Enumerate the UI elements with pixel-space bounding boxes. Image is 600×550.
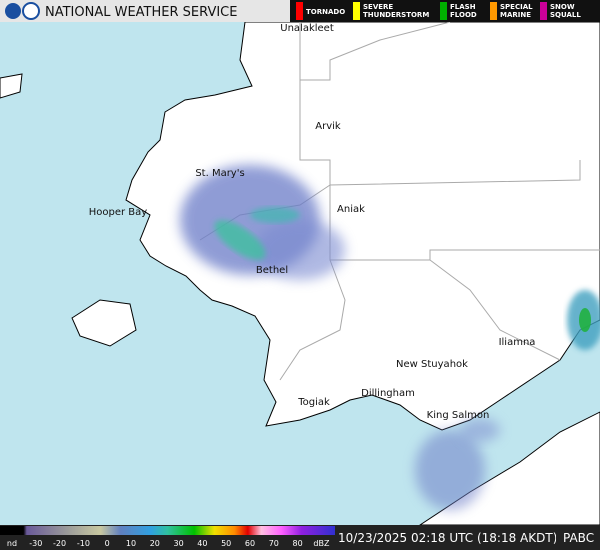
scale-label: 30 [174, 539, 184, 548]
place-label: Unalakleet [280, 23, 334, 34]
station-box [556, 527, 600, 550]
place-label: Bethel [256, 265, 288, 276]
noaa-logo [5, 3, 21, 19]
warning-swatch [490, 2, 497, 20]
small-island [0, 73, 23, 99]
land [125, 21, 600, 431]
place-label: Iliamna [499, 337, 536, 348]
scale-label: 70 [269, 539, 279, 548]
warning-label: SQUALL [550, 11, 581, 19]
scale-label: 10 [126, 539, 136, 548]
place-label: Hooper Bay [89, 207, 148, 218]
place-label: Arvik [315, 121, 341, 132]
nws-logo [22, 2, 40, 20]
station-id: PABC [563, 531, 594, 545]
place-label: New Stuyahok [396, 359, 468, 370]
scale-label: 40 [197, 539, 207, 548]
warning-label: SEVERE [363, 3, 393, 11]
scale-label: -30 [29, 539, 42, 548]
color-scale [0, 526, 335, 535]
agency-name: NATIONAL WEATHER SERVICE [45, 5, 237, 20]
warning-label: FLASH [450, 3, 476, 11]
warning-swatch [540, 2, 547, 20]
scale-label: -20 [53, 539, 66, 548]
scale-labels: nd -30 -20 -10 0 10 20 30 40 50 60 70 80 dBZ [7, 539, 330, 548]
warning-label: SPECIAL [500, 3, 533, 11]
warning-label: THUNDERSTORM [363, 11, 429, 19]
scale-label: 0 [105, 539, 110, 548]
warning-label: FLOOD [450, 11, 477, 19]
warning-label: SNOW [550, 3, 575, 11]
scale-label: dBZ [313, 539, 330, 548]
warning-label: MARINE [500, 11, 531, 19]
warning-swatch [296, 2, 303, 20]
scale-label: nd [7, 539, 17, 548]
scale-label: 20 [150, 539, 160, 548]
scale-label: 50 [221, 539, 231, 548]
island [71, 299, 137, 347]
warning-swatch [440, 2, 447, 20]
place-label: Dillingham [361, 388, 415, 399]
place-label: Aniak [337, 204, 365, 215]
timestamp: 10/23/2025 02:18 UTC (18:18 AKDT) [338, 531, 557, 545]
scale-label: 80 [293, 539, 303, 548]
warning-swatch [353, 2, 360, 20]
place-label: Togiak [297, 397, 330, 408]
warning-label: TORNADO [306, 8, 345, 16]
place-label: St. Mary's [195, 168, 244, 179]
place-labels: Unalakleet Arvik St. Mary's Hooper Bay Aniak… [89, 23, 536, 421]
radar-echoes [180, 165, 600, 510]
place-label: King Salmon [427, 410, 490, 421]
scale-label: -10 [77, 539, 90, 548]
scale-label: 60 [245, 539, 255, 548]
